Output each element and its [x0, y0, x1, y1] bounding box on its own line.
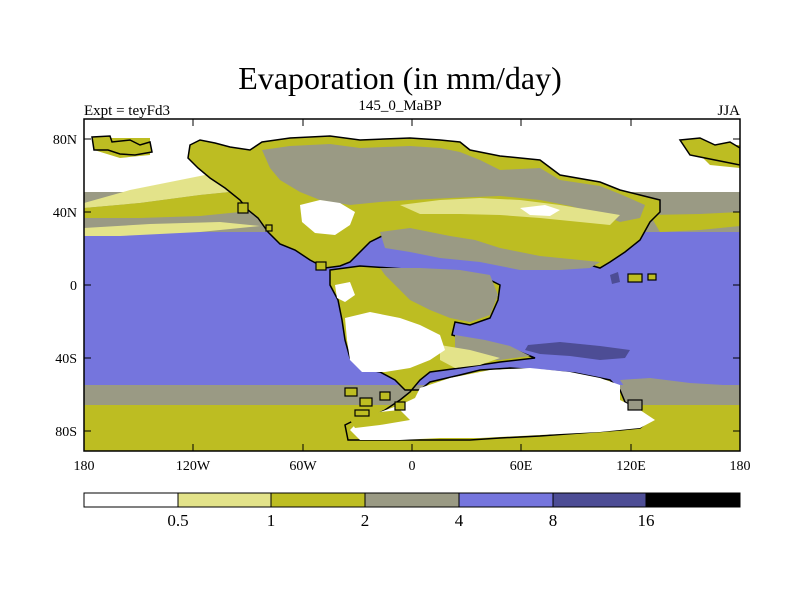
colorbar-label: 2 [361, 511, 370, 530]
colorbar-swatch [458, 492, 554, 508]
x-tick-label: 120W [176, 459, 211, 474]
north-continent-white [300, 200, 355, 235]
experiment-label: Expt = teyFd3 [84, 103, 170, 119]
x-tick-label: 120E [616, 459, 646, 474]
island-5 [647, 273, 657, 281]
south-continent-light [440, 345, 500, 368]
island-7 [359, 397, 373, 407]
east-pacific-olive [650, 212, 740, 232]
y-tick-label: 40S [55, 352, 77, 367]
north-pacific-band [84, 222, 260, 236]
y-tick-label: 80S [55, 425, 77, 440]
colorbar-swatch [177, 492, 272, 508]
colorbar-label: 1 [267, 511, 276, 530]
antarctic-white [350, 368, 655, 440]
south-olive-patch [350, 410, 410, 428]
map-title: Evaporation (in mm/day) [238, 60, 562, 96]
colorbar-swatch [83, 492, 179, 508]
dark-blue-maximum [525, 342, 630, 360]
island-9 [394, 401, 406, 411]
south-continent-white [345, 312, 445, 372]
dark-blue-spot [610, 272, 620, 284]
colorbar-label: 16 [638, 511, 655, 530]
island-4 [627, 273, 643, 283]
island-1 [237, 202, 249, 214]
arctic-island-left [91, 135, 153, 156]
north-continent-gray-south [380, 228, 600, 270]
south-continent-gray [380, 268, 498, 322]
season-label: JJA [717, 103, 740, 119]
colorbar-swatch [364, 492, 460, 508]
north-olive [84, 190, 280, 218]
island-10 [627, 399, 643, 411]
island-11 [354, 409, 370, 417]
x-tick-label: 180 [74, 459, 95, 474]
colorbar [83, 492, 741, 508]
x-tick-label: 60E [510, 459, 533, 474]
island-6 [344, 387, 358, 397]
period-label: 145_0_MaBP [358, 98, 442, 114]
north-continent-white-small [520, 205, 560, 216]
arctic-island-right [678, 137, 740, 166]
north-continent-light [400, 198, 620, 225]
colorbar-label: 4 [455, 511, 464, 530]
y-tick-label: 0 [70, 279, 77, 294]
south-gray-east [620, 378, 740, 405]
island-3 [315, 261, 327, 271]
x-tick-label: 180 [730, 459, 751, 474]
x-tick-label: 0 [409, 459, 416, 474]
colorbar-swatch [552, 492, 647, 508]
colorbar-label: 0.5 [167, 511, 188, 530]
x-tick-label: 60W [289, 459, 317, 474]
evaporation-field [84, 119, 740, 451]
north-continent-gray [262, 144, 645, 222]
y-tick-label: 80N [53, 133, 77, 148]
island-8 [379, 391, 391, 401]
y-axis-ticks [84, 138, 740, 432]
south-continent-white-2 [335, 282, 355, 302]
y-tick-label: 40N [53, 206, 77, 221]
colorbar-swatch [645, 492, 741, 508]
colorbar-swatch [270, 492, 366, 508]
x-axis-ticks [83, 119, 741, 451]
island-2 [265, 224, 273, 232]
colorbar-label: 8 [549, 511, 558, 530]
